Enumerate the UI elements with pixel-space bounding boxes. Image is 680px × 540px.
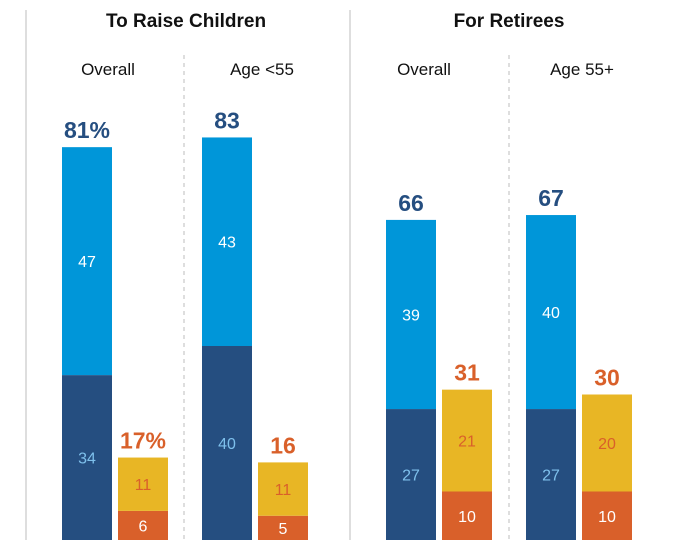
segment-value-label: 11 bbox=[275, 482, 292, 499]
bar-segment bbox=[526, 409, 576, 540]
subgroup-label: Age <55 bbox=[230, 60, 294, 79]
bar-segment bbox=[202, 346, 252, 540]
segment-value-label: 20 bbox=[598, 436, 616, 453]
segment-value-label: 6 bbox=[139, 518, 148, 535]
segment-value-label: 40 bbox=[542, 305, 560, 322]
group-title: To Raise Children bbox=[106, 11, 266, 32]
group-title: For Retirees bbox=[454, 11, 565, 32]
bar-segment bbox=[526, 215, 576, 410]
subgroup-label: Overall bbox=[397, 60, 451, 79]
bar-segment bbox=[118, 457, 168, 511]
subgroup-label: Overall bbox=[81, 60, 135, 79]
segment-value-label: 11 bbox=[135, 477, 152, 494]
bar-total-label: 30 bbox=[594, 365, 620, 391]
segment-value-label: 34 bbox=[78, 451, 96, 468]
bar-total-label: 31 bbox=[454, 360, 480, 386]
segment-value-label: 27 bbox=[542, 468, 560, 485]
bar-segment bbox=[62, 375, 112, 540]
bar-total-label: 16 bbox=[270, 432, 296, 458]
bar-total-label: 83 bbox=[214, 107, 240, 133]
bar-segment bbox=[442, 389, 492, 492]
subgroup-label: Age 55+ bbox=[550, 60, 614, 79]
bar-total-label: 81% bbox=[64, 117, 110, 143]
segment-value-label: 47 bbox=[78, 254, 96, 271]
segment-value-label: 39 bbox=[402, 307, 420, 324]
bar-segment bbox=[582, 394, 632, 492]
segment-value-label: 5 bbox=[279, 521, 288, 538]
segment-value-label: 21 bbox=[458, 434, 476, 451]
bar-segment bbox=[582, 491, 632, 540]
segment-value-label: 27 bbox=[402, 468, 420, 485]
segment-value-label: 10 bbox=[458, 509, 476, 526]
bar-total-label: 17% bbox=[120, 428, 166, 454]
bar-total-label: 67 bbox=[538, 185, 564, 211]
bar-segment bbox=[386, 219, 436, 410]
bar-segment bbox=[386, 409, 436, 540]
bar-segment bbox=[258, 515, 308, 540]
bar-segment bbox=[442, 491, 492, 540]
segment-value-label: 40 bbox=[218, 436, 236, 453]
bar-total-label: 66 bbox=[398, 190, 424, 216]
bar-segment bbox=[202, 137, 252, 346]
segment-value-label: 10 bbox=[598, 509, 616, 526]
bar-segment bbox=[62, 147, 112, 376]
segment-value-label: 43 bbox=[218, 235, 236, 252]
bar-segment bbox=[258, 462, 308, 516]
bar-segment bbox=[118, 510, 168, 540]
